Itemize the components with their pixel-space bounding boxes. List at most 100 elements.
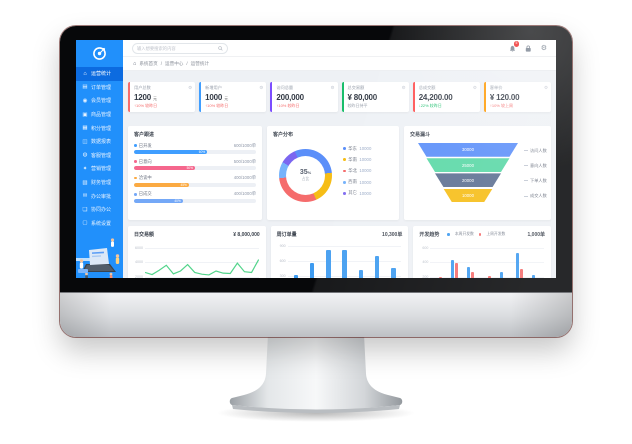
- sidebar-item-orders[interactable]: ▤ 订单管理: [76, 81, 123, 95]
- legend-dot: [343, 147, 346, 150]
- funnel-label-text: 成交人数: [530, 193, 547, 199]
- order-bar-chart: 300 600 900: [280, 241, 402, 278]
- progress-row: 已成交 400/1000单 40%: [134, 191, 256, 203]
- funnel-label: 成交人数: [524, 189, 547, 204]
- axis-tick-label: 6000: [135, 246, 143, 251]
- progress-row-head: 已意向 500/1000单: [134, 159, 256, 165]
- donut-percent: 35: [299, 169, 308, 177]
- customer-distribution-panel: 客户分布 35% 占比 华东 10000 华南 10000 华北 10000 西南 1…: [267, 126, 399, 220]
- panel-title: 客户分布: [273, 132, 294, 138]
- sidebar-item-products[interactable]: ▣ 商品管理: [76, 108, 123, 122]
- sidebar-item-label: 运营统计: [91, 71, 112, 78]
- legend-item: 华南 10000: [343, 154, 371, 165]
- sidebar-item-approval[interactable]: ✉ 办公审批: [76, 189, 123, 203]
- card-gear-icon[interactable]: ⚙: [472, 84, 477, 90]
- bar: [309, 263, 315, 278]
- funnel-labels: 访问人数 意向人数 下单人数成交人数: [524, 143, 547, 204]
- service-icon: ◍: [82, 152, 88, 159]
- legend-dot: [343, 180, 346, 184]
- bar: [516, 253, 520, 278]
- funnel-label: 下单人数: [524, 173, 547, 188]
- grouped-bar-chart: 200 400 600: [422, 241, 545, 278]
- search-box[interactable]: [132, 43, 228, 54]
- breadcrumb-item[interactable]: 运营统计: [190, 60, 210, 66]
- connector-line: [524, 165, 528, 167]
- funnel-chart: 30000 25000 20000 10000: [418, 143, 518, 204]
- axis-tick-label: 300: [279, 274, 286, 278]
- legend-item: 其它 10000: [343, 188, 371, 199]
- card-gear-icon[interactable]: ⚙: [188, 84, 193, 90]
- funnel-label: 意向人数: [524, 158, 547, 173]
- lock-icon[interactable]: [525, 45, 532, 52]
- connector-line: [524, 195, 528, 197]
- sidebar-item-reports[interactable]: ◫ 数据报表: [76, 135, 123, 149]
- card-gear-icon[interactable]: ⚙: [543, 84, 549, 90]
- breadcrumb-item[interactable]: 系统首页: [139, 60, 158, 66]
- settings-gear-icon[interactable]: ⚙: [540, 45, 547, 52]
- screen: ⌂ 运营统计 ▤ 订单管理 ◉ 会员管理 ▣ 商品管理 ▦ 积分管理 ◫ 数据报表 ◍ 客服管…: [76, 40, 556, 278]
- kpi-card-trade-amount: 总交易额 ⚙ ¥ 80,000 较昨日持平: [341, 82, 409, 112]
- mail-icon: ✉: [82, 193, 88, 200]
- kpi-unit: 元: [224, 95, 229, 101]
- sidebar-item-operations[interactable]: ⌂ 运营统计: [76, 67, 123, 81]
- sidebar-item-collab[interactable]: ❏ 协同办公: [76, 203, 123, 217]
- line-series: [145, 241, 259, 278]
- legend-value: 10000: [359, 168, 372, 174]
- kpi-title: 访问总量: [276, 85, 294, 90]
- gridline: [145, 248, 259, 250]
- funnel-layer: 30000: [418, 143, 518, 157]
- progress-fill: 45%: [134, 182, 189, 187]
- kpi-value: 1000 元: [205, 93, 262, 102]
- kpi-trend: ↑10% 较上周: [489, 102, 513, 108]
- legend-dot: [134, 176, 137, 180]
- funnel-label: 访问人数: [524, 143, 547, 158]
- kpi-trend: ↑10% 较昨日: [134, 102, 158, 108]
- sidebar-item-points[interactable]: ▦ 积分管理: [76, 121, 123, 135]
- axis-tick-label: 400: [422, 260, 429, 265]
- kpi-number: 200,000: [276, 92, 304, 102]
- kpi-card-users: 用户总数 ⚙ 1200 元 ↑10% 较昨日: [128, 82, 196, 112]
- sidebar-item-service[interactable]: ◍ 客服管理: [76, 149, 123, 163]
- breadcrumb-item[interactable]: 运营中心: [165, 60, 184, 66]
- sidebar-item-finance[interactable]: ▧ 财务管理: [76, 176, 123, 190]
- progress-list: 已开发 600/1000单 60% 已意向 500/1000单 50% 洽谈中 400/100…: [134, 143, 256, 203]
- daily-trade-panel: 日交易额 ¥ 8,000,000 2000 4000 6000: [128, 226, 266, 278]
- bar: [358, 270, 364, 278]
- search-icon: [218, 46, 223, 51]
- weekly-orders-panel: 周订单量 10,300单 300 600 900: [270, 226, 409, 278]
- funnel-layer: 10000: [443, 188, 493, 203]
- kpi-unit: 元: [153, 95, 157, 101]
- monitor-icon: ▢: [82, 220, 88, 227]
- bar: [391, 268, 396, 278]
- progress-row-head: 洽谈中 400/1000单: [134, 175, 256, 181]
- home-icon: ⌂: [83, 70, 87, 77]
- member-icon: ◉: [82, 97, 88, 104]
- panel-title: 交易漏斗: [410, 132, 431, 138]
- progress-label: 洽谈中: [138, 174, 152, 180]
- bar: [342, 250, 347, 278]
- marketing-icon: ✦: [82, 165, 88, 172]
- sidebar-item-label: 系统设置: [91, 220, 112, 227]
- sidebar-item-members[interactable]: ◉ 会员管理: [76, 94, 123, 108]
- card-gear-icon[interactable]: ⚙: [259, 84, 264, 90]
- kpi-value: ¥ 80,000: [348, 93, 405, 102]
- progress-label: 已成交: [138, 191, 152, 197]
- card-gear-icon[interactable]: ⚙: [401, 84, 406, 90]
- search-input[interactable]: [137, 45, 218, 51]
- breadcrumb: ⌂ 系统首页 / 运营中心 / 运营统计: [123, 57, 556, 71]
- legend-value: 10000: [359, 190, 372, 196]
- panel-head: 周订单量 10,300单: [277, 231, 403, 238]
- panel-title: 开发趋势: [419, 232, 440, 238]
- card-gear-icon[interactable]: ⚙: [330, 84, 335, 90]
- sidebar-item-marketing[interactable]: ✦ 营销管理: [76, 162, 123, 176]
- progress-track: 45%: [134, 182, 256, 187]
- notification-bell-icon[interactable]: 5: [509, 41, 520, 53]
- legend-label: 本周开发数: [454, 232, 474, 236]
- sidebar-item-settings[interactable]: ▢ 系统设置: [76, 217, 123, 231]
- panel-title: 客户跟进: [134, 132, 155, 138]
- gridline: [145, 276, 259, 278]
- donut-percent-unit: %: [307, 170, 312, 176]
- customer-progress-panel: 客户跟进 已开发 600/1000单 60% 已意向 500/1000单 50% 洽谈中 40…: [128, 126, 262, 220]
- sidebar-item-label: 订单管理: [91, 84, 112, 91]
- panel-head: 日交易额 ¥ 8,000,000: [134, 231, 260, 239]
